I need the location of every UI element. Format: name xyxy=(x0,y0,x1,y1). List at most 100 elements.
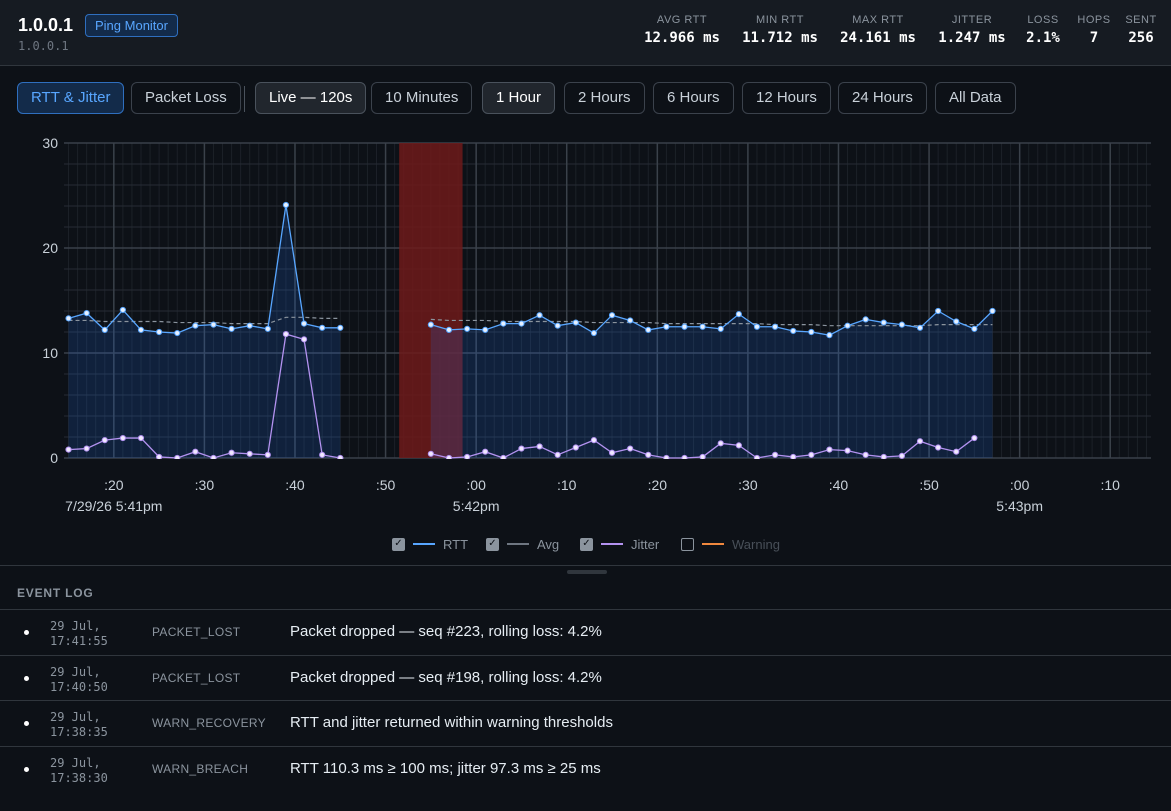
event-date: 29 Jul, xyxy=(50,619,101,633)
range-2-hours[interactable]: 2 Hours xyxy=(564,82,645,114)
jitter-point xyxy=(554,451,561,458)
range-12-hours[interactable]: 12 Hours xyxy=(742,82,831,114)
rtt-point xyxy=(282,201,290,209)
jitter-point xyxy=(608,449,616,456)
stat-value: 24.161 ms xyxy=(840,30,916,46)
rtt-point xyxy=(989,307,996,315)
event-type: WARN_RECOVERY xyxy=(152,716,266,730)
rtt-point xyxy=(590,329,598,337)
legend-item-warning[interactable]: Warning xyxy=(681,534,780,554)
jitter-point xyxy=(699,453,706,459)
x-tick-label: :30 xyxy=(195,477,215,493)
rtt-point xyxy=(717,325,724,332)
rtt-point xyxy=(536,312,543,319)
rtt-point xyxy=(880,319,887,326)
event-log-row[interactable]: 29 Jul, 17:41:55 PACKET_LOST Packet dropped… xyxy=(0,609,1171,655)
legend-rtt-checkbox[interactable]: ✓ xyxy=(392,537,405,551)
rtt-area xyxy=(430,311,993,458)
x-tick-label: :50 xyxy=(376,477,396,493)
jitter-point xyxy=(916,438,924,445)
jitter-point xyxy=(264,451,271,458)
rtt-point xyxy=(935,307,942,315)
jitter-point xyxy=(898,452,905,459)
rtt-point xyxy=(699,323,706,330)
event-time: 17:38:35 xyxy=(50,725,108,739)
jitter-point xyxy=(844,447,851,454)
range-6-hours[interactable]: 6 Hours xyxy=(653,82,734,114)
x-tick-label: :30 xyxy=(738,477,758,493)
legend-jitter-swatch xyxy=(601,543,623,545)
jitter-point xyxy=(971,434,978,442)
legend-avg-swatch xyxy=(507,543,529,545)
event-log-row[interactable]: 29 Jul, 17:40:50 PACKET_LOST Packet dropped… xyxy=(0,654,1171,701)
stat-min-rtt: MIN RTT 11.712 ms xyxy=(730,14,830,46)
y-tick-label: 0 xyxy=(50,450,58,466)
stat-value: 2.1% xyxy=(1026,30,1060,46)
jitter-point xyxy=(500,454,507,459)
jitter-point xyxy=(826,446,833,453)
range-live-120s[interactable]: Live — 120s xyxy=(255,82,367,114)
rtt-point xyxy=(572,319,579,326)
range-all-data[interactable]: All Data xyxy=(935,82,1016,114)
y-tick-label: 30 xyxy=(42,135,58,151)
jitter-point xyxy=(210,454,217,459)
rtt-point xyxy=(898,321,905,328)
jitter-point xyxy=(65,446,72,453)
event-message: RTT 110.3 ms ≥ 100 ms; jitter 97.3 ms ≥ … xyxy=(290,759,601,777)
tab-packet-loss[interactable]: Packet Loss xyxy=(131,82,241,114)
legend-item-avg[interactable]: ✓ Avg xyxy=(486,534,559,554)
rtt-point xyxy=(826,332,833,339)
event-timestamp: 29 Jul, 17:40:50 xyxy=(50,665,120,695)
range-10-minutes[interactable]: 10 Minutes xyxy=(371,82,473,114)
legend-avg-checkbox[interactable]: ✓ xyxy=(486,537,499,551)
jitter-point xyxy=(482,448,489,455)
jitter-point xyxy=(228,449,235,456)
rtt-point xyxy=(156,328,163,336)
event-type: WARN_BREACH xyxy=(152,761,249,776)
rtt-point xyxy=(953,318,960,325)
stat-max-rtt: MAX RTT 24.161 ms xyxy=(828,14,928,46)
x-tick-label: :50 xyxy=(919,477,939,493)
jitter-point xyxy=(590,437,598,444)
rtt-point xyxy=(174,329,181,337)
legend-jitter-checkbox[interactable]: ✓ xyxy=(580,537,593,551)
legend-item-rtt[interactable]: ✓ RTT xyxy=(392,534,468,554)
jitter-point xyxy=(808,451,815,458)
rtt-point xyxy=(627,317,634,324)
resize-handle[interactable] xyxy=(567,570,607,574)
stat-label: JITTER xyxy=(951,14,993,26)
jitter-point xyxy=(463,453,471,459)
rtt-point xyxy=(916,324,924,331)
event-message: Packet dropped — seq #223, rolling loss:… xyxy=(290,623,602,640)
jitter-point xyxy=(156,453,163,459)
event-log-row[interactable]: 29 Jul, 17:38:30 WARN_BREACH RTT 110.3 ms ≥… xyxy=(0,745,1171,792)
legend-warning-checkbox[interactable] xyxy=(681,537,694,551)
jitter-point xyxy=(518,445,525,452)
event-time: 17:40:50 xyxy=(50,679,108,694)
panel-divider xyxy=(0,565,1171,566)
event-log-row[interactable]: 29 Jul, 17:38:35 WARN_RECOVERY RTT and jitt… xyxy=(0,700,1171,746)
jitter-point xyxy=(536,443,543,450)
event-date: 29 Jul, xyxy=(50,710,101,724)
x-major-label: 5:42pm xyxy=(453,498,500,514)
stat-sent: SENT 256 xyxy=(1091,14,1171,46)
jitter-point xyxy=(880,453,887,459)
rtt-point xyxy=(101,326,108,333)
rtt-point xyxy=(645,326,652,333)
stat-label: MIN RTT xyxy=(756,14,804,26)
legend-item-jitter[interactable]: ✓ Jitter xyxy=(580,534,659,554)
stat-value: 7 xyxy=(1089,30,1099,46)
y-tick-label: 10 xyxy=(42,345,58,361)
event-bullet-icon xyxy=(24,675,29,681)
rtt-point xyxy=(844,322,851,329)
rtt-jitter-chart[interactable]: 0 10 20 30:20:30:40:50:00:10:20:30:40:50:00… xyxy=(0,124,1171,564)
x-tick-label: :00 xyxy=(466,477,486,493)
rtt-point xyxy=(300,320,308,327)
event-message: RTT and jitter returned within warning t… xyxy=(290,714,613,731)
range-24-hours[interactable]: 24 Hours xyxy=(838,82,927,114)
stat-value: 1.247 ms xyxy=(938,30,1006,46)
tab-rtt-jitter[interactable]: RTT & Jitter xyxy=(17,82,125,114)
range-1-hour[interactable]: 1 Hour xyxy=(482,82,556,114)
rtt-point xyxy=(663,323,670,330)
rtt-point xyxy=(192,322,199,329)
